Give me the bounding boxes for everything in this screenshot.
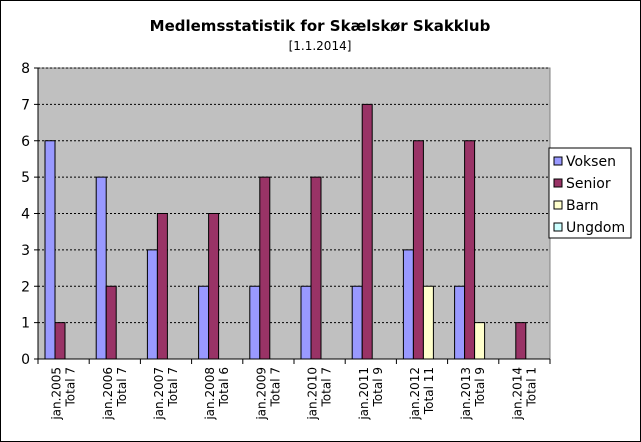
bar-barn-8	[474, 322, 486, 360]
y-tick-label: 4	[21, 207, 30, 223]
legend-swatch-ungdom	[553, 222, 563, 232]
y-tick-label: 0	[21, 352, 30, 368]
x-tick-label-line: Total 7	[64, 367, 78, 407]
bar-voksen-0	[44, 140, 56, 360]
bar-senior-3	[208, 213, 220, 360]
y-tick-label: 6	[21, 134, 30, 150]
bar-senior-2	[156, 213, 168, 360]
y-tick-label: 5	[21, 170, 30, 186]
x-tick-label-line: Total 7	[115, 367, 129, 407]
legend-box	[548, 147, 632, 239]
x-tick-label-line: jan.2012	[408, 367, 422, 421]
legend: Voksen Senior Barn Ungdom	[548, 147, 632, 239]
x-tick-label-line: jan.2014	[510, 367, 524, 421]
chart-subtitle: [1.1.2014]	[289, 39, 352, 53]
bar-senior-6	[361, 103, 373, 360]
legend-swatch-voksen	[553, 156, 563, 166]
bar-senior-7	[412, 140, 424, 360]
legend-label-voksen: Voksen	[566, 154, 616, 170]
x-tick-label-line: Total 9	[473, 367, 487, 407]
bar-senior-4	[259, 176, 271, 360]
bar-voksen-8	[454, 285, 466, 360]
x-tick-label-line: Total 11	[422, 367, 436, 415]
bar-voksen-6	[351, 285, 363, 360]
x-tick-label: jan.2005 Total 7	[50, 367, 78, 421]
legend-label-senior: Senior	[566, 176, 611, 192]
x-tick-label: jan.2012 Total 11	[408, 367, 436, 421]
y-tick-label: 2	[21, 279, 30, 295]
x-tick-label-line: jan.2013	[459, 367, 473, 421]
axes	[34, 67, 551, 364]
x-tick-label-line: Total 9	[371, 367, 385, 407]
x-tick-label: jan.2014 Total 1	[510, 367, 538, 421]
x-tick-label-line: jan.2005	[50, 367, 64, 421]
y-tick-label: 8	[21, 61, 30, 77]
x-tick-label-line: jan.2006	[101, 367, 115, 421]
x-tick-label-line: Total 6	[217, 367, 231, 407]
x-tick-label-line: Total 7	[268, 367, 282, 407]
x-tick-label-line: jan.2011	[357, 367, 371, 421]
legend-label-barn: Barn	[566, 198, 599, 214]
x-tick-label: jan.2013 Total 9	[459, 367, 487, 421]
x-tick-label: jan.2008 Total 6	[203, 367, 231, 421]
x-axis-tick-labels: jan.2005 Total 7 jan.2006 Total 7 jan.2007 To…	[50, 367, 539, 421]
bar-voksen-4	[249, 285, 261, 360]
bar-senior-1	[105, 285, 117, 360]
bar-senior-8	[464, 140, 476, 360]
x-tick-label-line: Total 1	[524, 367, 538, 407]
legend-label-ungdom: Ungdom	[566, 220, 625, 236]
legend-swatch-barn	[553, 200, 563, 210]
legend-swatch-senior	[553, 178, 563, 188]
bar-barn-7	[422, 285, 434, 360]
bar-voksen-3	[198, 285, 210, 360]
x-tick-label-line: jan.2010	[306, 367, 320, 421]
bar-senior-0	[54, 322, 66, 360]
y-tick-label: 7	[21, 97, 30, 113]
chart-title: Medlemsstatistik for Skælskør Skakklub	[150, 17, 491, 35]
x-tick-label-line: Total 7	[166, 367, 180, 407]
x-tick-label: jan.2011 Total 9	[357, 367, 385, 421]
bar-voksen-5	[300, 285, 312, 360]
x-tick-label: jan.2007 Total 7	[152, 367, 180, 421]
y-tick-label: 3	[21, 243, 30, 259]
bar-senior-5	[310, 176, 322, 360]
x-tick-label: jan.2009 Total 7	[254, 367, 282, 421]
x-tick-label-line: jan.2007	[152, 367, 166, 421]
bar-voksen-7	[402, 249, 414, 360]
x-tick-label-line: Total 7	[320, 367, 334, 407]
bar-senior-9	[515, 322, 527, 360]
x-tick-label: jan.2010 Total 7	[306, 367, 334, 421]
x-tick-label: jan.2006 Total 7	[101, 367, 129, 421]
x-tick-label-line: jan.2008	[203, 367, 217, 421]
bar-voksen-1	[95, 176, 107, 360]
y-tick-label: 1	[21, 316, 30, 332]
gridlines	[38, 67, 550, 324]
x-tick-label-line: jan.2009	[254, 367, 268, 421]
y-axis-tick-labels: 0 1 2 3 4 5 6 7 8	[21, 61, 30, 368]
bar-voksen-2	[146, 249, 158, 360]
